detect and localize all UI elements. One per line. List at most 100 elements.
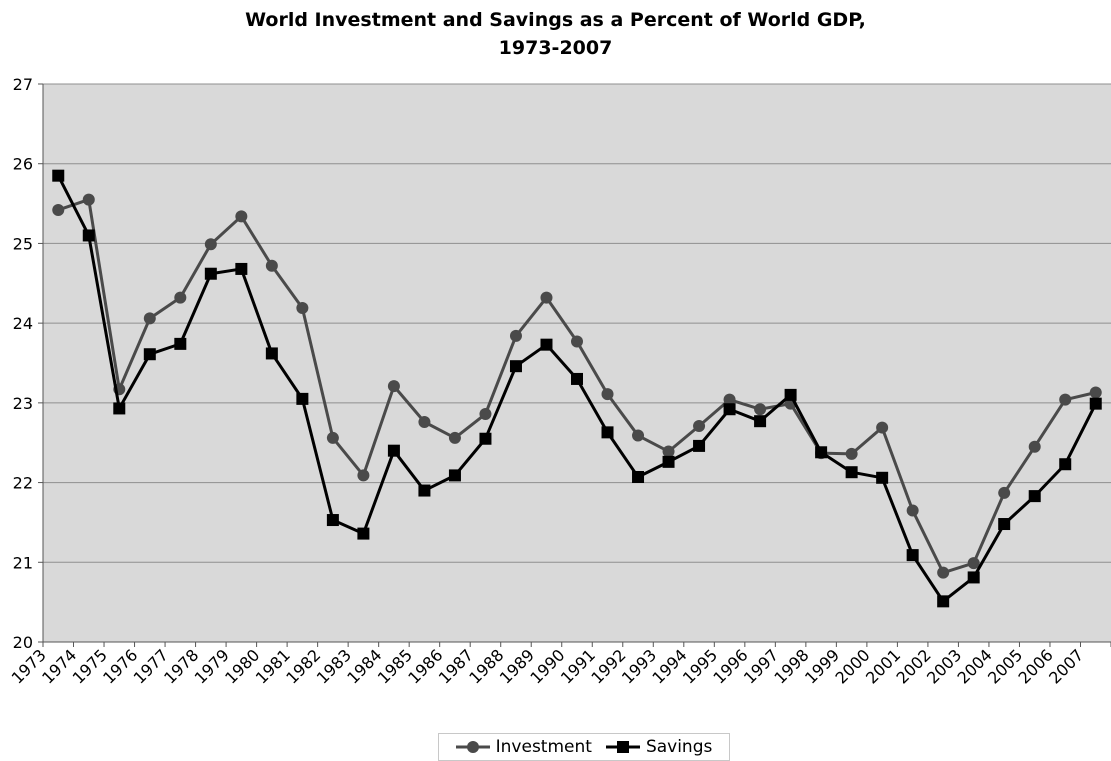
point-investment-1984 <box>387 380 400 393</box>
point-savings-1991 <box>601 426 614 439</box>
legend-marker-savings <box>605 741 640 753</box>
point-investment-1983 <box>357 469 370 482</box>
y-tick-label-20: 20 <box>13 633 33 652</box>
point-savings-1993 <box>662 455 675 468</box>
y-tick-label-21: 21 <box>13 553 33 572</box>
y-tick-label-25: 25 <box>13 234 33 253</box>
point-investment-1974 <box>82 193 95 206</box>
x-tick-label-1995: 1995 <box>679 645 721 687</box>
point-investment-1996 <box>754 403 767 416</box>
y-tick-label-26: 26 <box>13 155 33 174</box>
x-tick-label-1990: 1990 <box>526 645 568 687</box>
point-savings-2001 <box>906 549 919 562</box>
x-tick-label-1976: 1976 <box>99 645 141 687</box>
point-savings-1981 <box>296 392 309 405</box>
y-axis-ticks: 20 21 22 23 24 25 26 27 <box>13 75 43 652</box>
x-tick-label-1974: 1974 <box>38 645 80 687</box>
x-tick-label-1986: 1986 <box>404 645 446 687</box>
legend-marker-investment <box>455 741 490 753</box>
point-savings-1990 <box>571 372 583 385</box>
point-savings-1997 <box>784 388 797 401</box>
point-savings-1982 <box>326 514 339 527</box>
point-investment-1981 <box>296 301 309 314</box>
chart-title: World Investment and Savings as a Percen… <box>0 6 1111 62</box>
point-savings-2006 <box>1059 458 1072 471</box>
x-tick-label-1984: 1984 <box>343 645 385 687</box>
point-savings-1995 <box>723 403 736 416</box>
point-investment-2006 <box>1059 393 1072 406</box>
x-tick-label-1975: 1975 <box>69 645 111 687</box>
point-savings-1989 <box>540 338 553 351</box>
x-tick-label-2005: 2005 <box>984 645 1026 687</box>
point-savings-1976 <box>143 348 156 361</box>
point-savings-1994 <box>693 439 706 452</box>
x-tick-label-1994: 1994 <box>648 645 690 687</box>
point-savings-1978 <box>204 267 217 280</box>
x-tick-label-1982: 1982 <box>282 645 324 687</box>
point-savings-1998 <box>815 446 828 459</box>
y-tick-label-23: 23 <box>13 394 33 413</box>
point-savings-2004 <box>998 518 1011 531</box>
point-investment-1992 <box>632 429 645 442</box>
point-investment-1994 <box>693 419 706 432</box>
x-tick-label-1998: 1998 <box>770 645 812 687</box>
point-investment-1986 <box>448 431 461 444</box>
chart-title-line1: World Investment and Savings as a Percen… <box>245 9 866 31</box>
axes <box>42 84 1111 643</box>
point-investment-1977 <box>174 291 187 304</box>
point-investment-1995 <box>723 393 736 406</box>
x-tick-label-2003: 2003 <box>923 645 965 687</box>
point-investment-1982 <box>326 431 339 444</box>
legend: Investment Savings <box>438 733 730 761</box>
point-savings-1977 <box>174 337 187 350</box>
x-tick-label-1992: 1992 <box>587 645 629 687</box>
series-savings <box>52 169 1102 608</box>
x-tick-label-1981: 1981 <box>252 645 294 687</box>
point-savings-1986 <box>448 469 461 482</box>
point-investment-2004 <box>998 486 1011 499</box>
y-tick-label-24: 24 <box>13 314 33 333</box>
x-tick-label-1989: 1989 <box>496 645 538 687</box>
point-investment-2000 <box>876 421 889 434</box>
point-savings-2005 <box>1028 490 1041 503</box>
x-tick-label-1999: 1999 <box>801 645 843 687</box>
x-tick-label-2001: 2001 <box>862 645 904 687</box>
point-investment-1989 <box>540 291 553 304</box>
legend-label-investment: Investment <box>495 737 592 757</box>
point-investment-1990 <box>571 335 583 348</box>
legend-item-savings: Savings <box>605 737 712 757</box>
x-tick-label-1991: 1991 <box>557 645 599 687</box>
point-investment-1987 <box>479 408 492 421</box>
point-investment-1980 <box>265 259 278 272</box>
point-investment-1978 <box>204 238 217 251</box>
line-chart: 20 21 22 23 24 25 26 27 19731974197519761977197… <box>8 75 1111 688</box>
x-tick-label-1985: 1985 <box>374 645 416 687</box>
x-tick-label-1996: 1996 <box>709 645 751 687</box>
x-tick-label-1997: 1997 <box>740 645 782 687</box>
chart-title-line2: 1973-2007 <box>498 37 613 59</box>
x-tick-label-1983: 1983 <box>313 645 355 687</box>
point-investment-1991 <box>601 388 614 401</box>
point-investment-1985 <box>418 415 431 428</box>
x-axis-ticks: 1973197419751976197719781979198019811982… <box>8 642 1111 688</box>
point-savings-1987 <box>479 432 492 445</box>
point-investment-1973 <box>52 203 65 216</box>
point-investment-1999 <box>845 447 858 460</box>
point-investment-1993 <box>662 445 675 458</box>
x-tick-label-2006: 2006 <box>1015 645 1057 687</box>
point-savings-1999 <box>845 466 858 479</box>
x-tick-label-2004: 2004 <box>954 645 996 687</box>
point-savings-2002 <box>937 595 950 608</box>
legend-item-investment: Investment <box>455 737 592 757</box>
point-savings-1992 <box>632 470 645 483</box>
point-investment-2002 <box>937 566 950 579</box>
x-tick-label-1977: 1977 <box>130 645 172 687</box>
point-investment-2007 <box>1089 386 1102 399</box>
point-investment-1988 <box>509 329 522 342</box>
point-investment-2001 <box>906 504 919 517</box>
x-tick-label-2000: 2000 <box>831 645 873 687</box>
x-tick-label-1980: 1980 <box>221 645 263 687</box>
point-savings-1983 <box>357 527 370 540</box>
point-savings-1984 <box>387 444 400 457</box>
x-tick-label-1978: 1978 <box>160 645 202 687</box>
